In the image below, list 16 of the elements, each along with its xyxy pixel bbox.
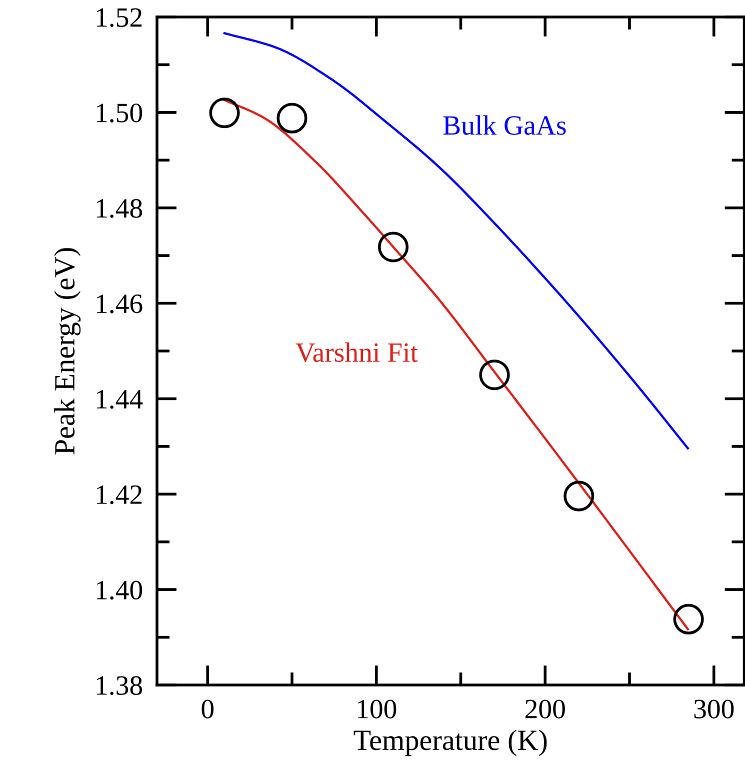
y-tick-label: 1.40 bbox=[96, 580, 142, 600]
x-tick-label: 100 bbox=[358, 700, 396, 718]
x-axis-title: Temperature (K) bbox=[354, 730, 547, 756]
x-tick-label: 300 bbox=[694, 700, 734, 718]
y-tick-label: 1.46 bbox=[96, 294, 142, 314]
x-tick-label: 0 bbox=[202, 700, 214, 718]
y-tick-label: 1.50 bbox=[96, 104, 142, 122]
series-label: Bulk GaAs bbox=[443, 115, 566, 135]
series-label: Varshni Fit bbox=[296, 342, 418, 362]
y-axis-title: Peak Energy (eV) bbox=[54, 248, 81, 454]
y-tick-label: 1.52 bbox=[96, 8, 142, 28]
y-tick-label: 1.48 bbox=[96, 199, 142, 218]
x-tick-label: 200 bbox=[526, 700, 565, 718]
y-tick-label: 1.42 bbox=[96, 485, 142, 504]
y-tick-label: 1.38 bbox=[96, 676, 142, 696]
y-tick-label: 1.44 bbox=[96, 390, 143, 409]
